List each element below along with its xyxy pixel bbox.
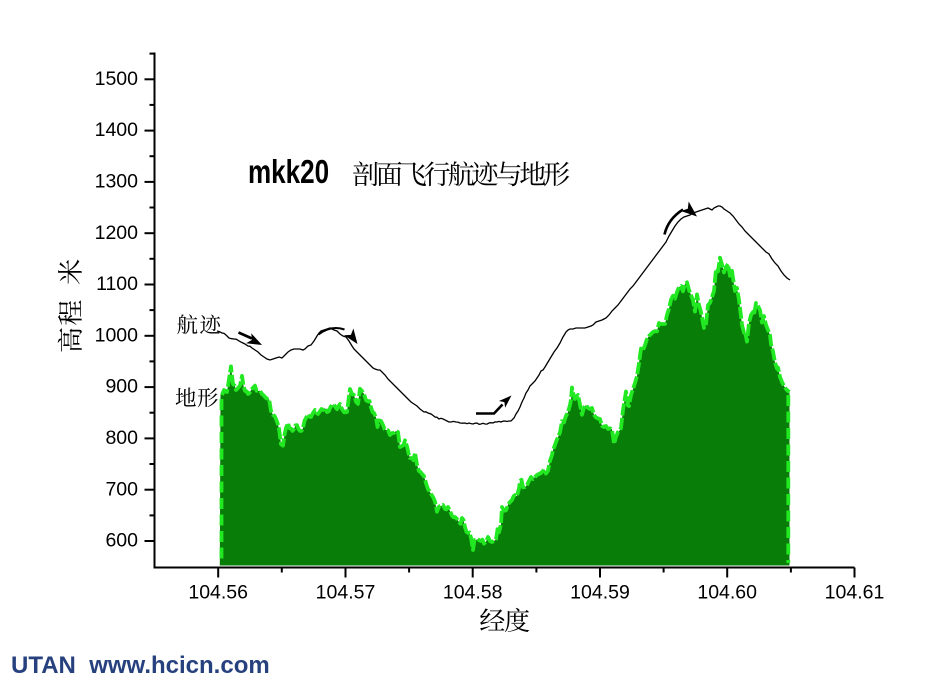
svg-text:104.59: 104.59 (570, 582, 630, 604)
svg-text:UTAN www.hcicn.com: UTAN www.hcicn.com (11, 652, 270, 679)
svg-text:700: 700 (105, 478, 138, 500)
svg-text:600: 600 (105, 530, 138, 552)
svg-text:1400: 1400 (95, 119, 139, 141)
svg-text:1000: 1000 (95, 324, 139, 346)
svg-text:1100: 1100 (96, 273, 138, 295)
svg-text:800: 800 (105, 427, 138, 449)
svg-text:1500: 1500 (95, 68, 139, 90)
svg-text:mkk20: mkk20 (248, 154, 329, 191)
svg-text:1300: 1300 (95, 171, 139, 193)
svg-text:104.60: 104.60 (697, 582, 757, 604)
svg-text:1200: 1200 (95, 222, 139, 244)
svg-text:104.56: 104.56 (188, 582, 248, 604)
svg-text:104.57: 104.57 (316, 582, 376, 604)
svg-text:104.61: 104.61 (825, 582, 885, 604)
svg-text:900: 900 (105, 376, 138, 398)
svg-text:104.58: 104.58 (443, 582, 503, 604)
